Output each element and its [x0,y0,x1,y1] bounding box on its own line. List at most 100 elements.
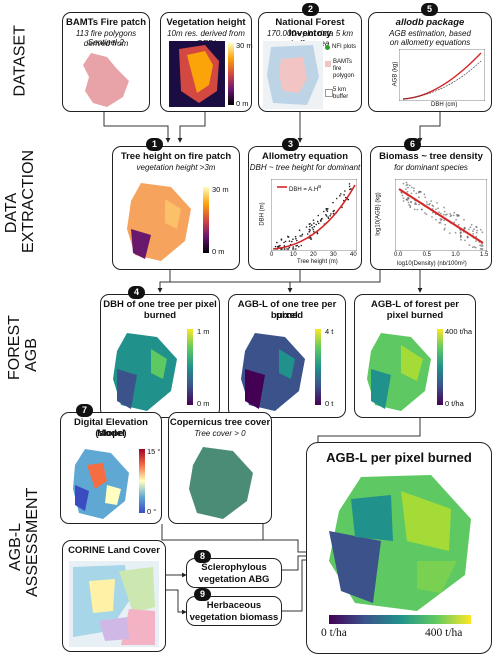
allometry-point [295,237,297,240]
allometry-point [322,210,325,213]
nfi-legend-buffer-2: buffer [333,94,349,100]
tree-height-scale-top: 30 m [212,185,229,194]
allometry-point [317,214,320,217]
box-final-agbl: AGB-L per pixel burned 0 t/ha 400 t/ha [306,442,492,654]
veg-colorbar [228,43,234,105]
allometry-point [344,196,347,199]
biomass-point [413,187,415,190]
box-national-forest-inventory: National Forest Inventory 170.000+ plot … [258,12,362,112]
allometry-point [295,248,297,250]
x-tick-label: 0 [270,252,274,258]
badge-3: 3 [282,138,299,151]
bamts-map [83,53,129,107]
dem-scale-top: 15 ° [147,447,161,456]
final-scale-left: 0 t/ha [321,627,347,639]
biomass-point [413,208,416,211]
biomass-point [475,226,478,228]
biomass-point [455,214,458,216]
final-scale-right: 400 t/ha [425,627,463,639]
agbl-forest-colorbar [437,329,443,405]
biomass-point [449,213,452,215]
sclero-title-2: vegetation ABG [198,574,270,585]
badge-5: 5 [421,3,438,16]
biomass-point [416,208,419,211]
allometry-point [348,185,351,188]
allometry-point [335,197,338,200]
herb-title: Herbaceous [206,600,262,611]
biomass-point [413,189,415,192]
allometry-point [343,194,345,196]
allometry-point [313,222,315,224]
allometry-point [311,227,314,229]
biomass-point [443,210,446,213]
allometry-point [288,246,291,249]
badge-8: 8 [194,550,211,563]
biomass-point [472,246,474,249]
biomass-point [464,239,466,242]
allometry-point [292,246,294,248]
allometry-point [299,235,301,237]
allometry-legend: DBH = A.HB [289,184,321,193]
allometry-point [276,245,279,248]
allometry-point [301,233,304,236]
row-label-agbl-assessment: AGB-L ASSESSMENT [7,488,41,597]
dem-scale-bottom: 0 ° [147,507,157,516]
allometry-scatter-plot [271,179,357,251]
biomass-point [425,201,428,203]
allometry-subtitle: DBH ~ tree height for dominant [249,163,361,172]
box-dem-slope: Digital Elevation Model (slope) 15 ° 0 ° [60,412,162,524]
bamts-title: BAMTs Fire patch [65,17,147,28]
agbl-forest-scale-top: 400 t/ha [445,327,473,336]
biomass-point [418,191,420,194]
allodb-plot [399,49,485,101]
agbl-forest-title: AGB-L of forest per [371,299,459,310]
badge-4: 4 [128,286,145,299]
biomass-point [426,203,429,206]
nfi-legend-bamts-1: BAMTs [333,59,353,65]
biomass-point [405,188,407,190]
box-copernicus-tree-cover: Copernicus tree cover Tree cover > 0 [168,412,272,524]
allodb-title: allodb package [395,17,465,28]
allometry-point [276,241,278,244]
biomass-point [440,212,442,215]
biomass-point [430,200,432,202]
biomass-point [473,246,476,248]
allometry-point [320,220,322,222]
nfi-legend-bamts-2: fire [333,66,342,72]
allometry-point [292,248,294,250]
biomass-point [409,206,412,209]
herb-title-2: vegetation biomass [189,612,279,623]
allometry-point [313,225,315,228]
biomass-point [481,245,484,247]
badge-7: 7 [76,404,93,417]
box-allometry-equation: Allometry equation DBH ~ tree height for… [248,146,362,270]
biomass-point [470,223,473,226]
box-agbl-one-tree: AGB-L of one tree per pixel burned 4 t 0… [228,294,346,418]
copernicus-title: Copernicus tree cover [169,417,271,428]
copernicus-subtitle: Tree cover > 0 [194,429,246,438]
biomass-point [446,213,448,216]
x-tick-label: 0.5 [422,252,431,258]
biomass-point [455,218,457,221]
dbh-title: DBH of one tree per pixel [103,299,217,310]
allometry-point [313,230,315,233]
biomass-point [469,226,472,229]
allometry-point [288,240,291,242]
nfi-legend-buffer-swatch [325,89,333,97]
bamts-subtitle-1: 113 fire polygons derived from [75,29,137,48]
allometry-point [305,226,308,228]
biomass-point [457,214,459,216]
biomass-point [452,214,455,217]
biomass-point [457,223,460,226]
corine-map [69,561,159,647]
biomass-point [402,197,405,199]
box-corine-land-cover: CORINE Land Cover [62,540,166,652]
agbl-one-title: AGB-L of one tree per pixel [237,299,337,321]
final-title: AGB-L per pixel burned [326,450,472,465]
biomass-point [431,216,433,218]
allometry-point [317,222,320,225]
row-label-assess-line1: AGB-L [7,523,24,572]
allometry-point [344,190,346,192]
biomass-point [402,200,405,202]
biomass-point [405,198,408,201]
